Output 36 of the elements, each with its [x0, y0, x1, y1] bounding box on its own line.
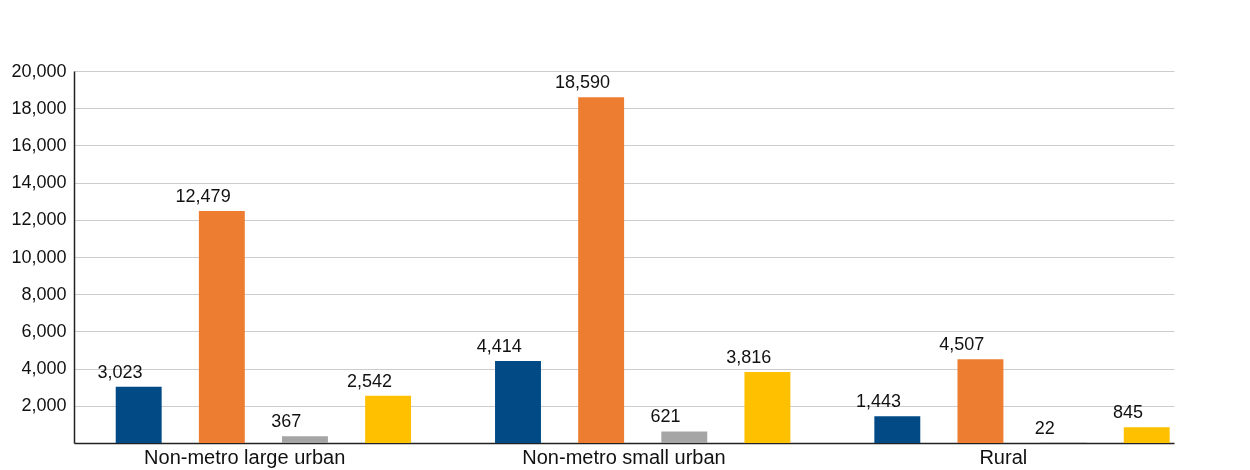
x-tick-label: Rural	[979, 445, 1028, 468]
y-tick-label: 6,000	[21, 320, 67, 341]
y-tick-label: 14,000	[11, 172, 67, 193]
bar	[495, 360, 541, 443]
y-tick-label: 8,000	[21, 283, 67, 304]
x-tick-label: Non-metro small urban	[522, 445, 726, 468]
bar	[957, 359, 1004, 443]
bar	[661, 431, 708, 443]
data-label: 1,443	[856, 391, 902, 412]
y-tick-label: 10,000	[11, 246, 67, 267]
x-tick-label: Non-metro large urban	[144, 445, 346, 468]
y-tick-label: 2,000	[21, 395, 67, 416]
y-tick-label: 20,000	[11, 60, 67, 81]
bar	[282, 436, 328, 443]
data-label: 4,507	[939, 334, 985, 355]
data-label: 22	[1034, 417, 1055, 438]
data-label: 2,542	[346, 370, 392, 391]
data-label: 845	[1112, 402, 1144, 423]
y-tick-label: 4,000	[21, 358, 67, 379]
bar	[578, 97, 625, 443]
bar	[198, 210, 245, 443]
data-label: 4,414	[476, 335, 522, 356]
bar	[365, 395, 412, 443]
data-label: 3,023	[97, 361, 143, 382]
y-tick-label: 16,000	[11, 134, 67, 155]
bar	[874, 416, 921, 443]
y-tick-label: 18,000	[11, 97, 67, 118]
bar	[115, 386, 162, 443]
data-label: 367	[271, 411, 302, 432]
bar	[1123, 427, 1170, 443]
data-label: 3,816	[726, 347, 772, 368]
data-label: 621	[650, 406, 681, 427]
bar	[744, 372, 791, 443]
data-label: 12,479	[175, 185, 231, 206]
data-label: 18,590	[554, 72, 610, 93]
y-tick-label: 12,000	[11, 209, 67, 230]
